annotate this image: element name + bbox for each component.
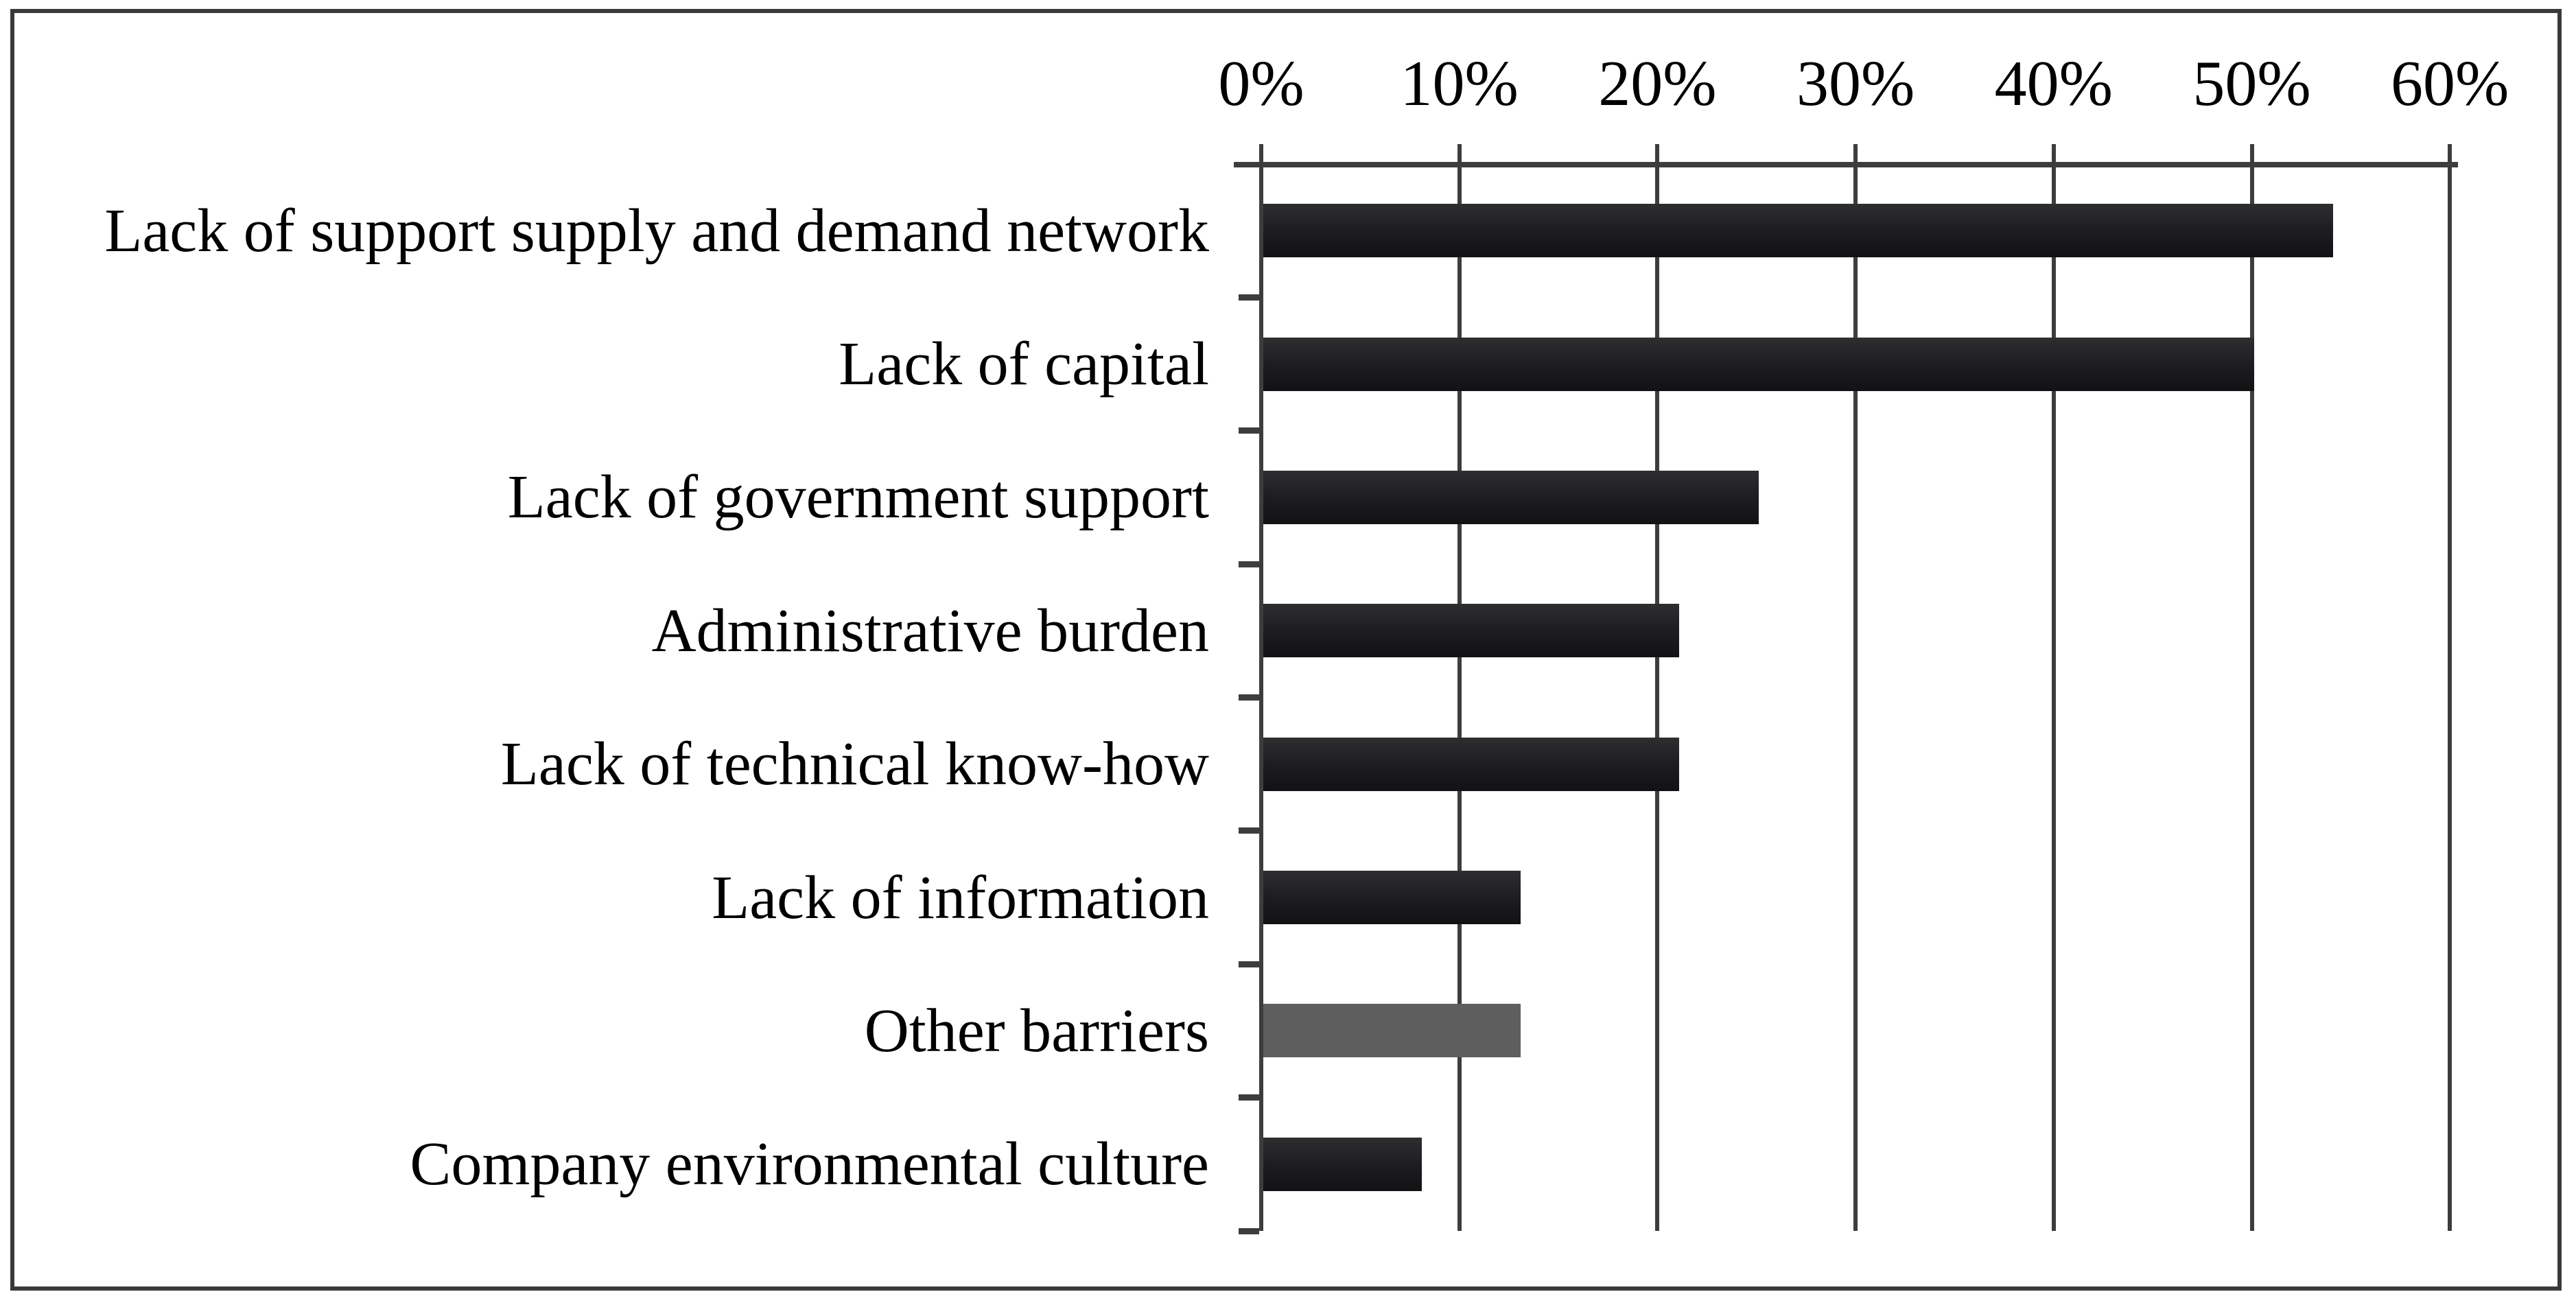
category-label-other-barriers: Other barriers: [864, 996, 1209, 1065]
x-axis-line: [1234, 162, 2459, 167]
bar-lack-of-government-support: [1263, 470, 1759, 524]
gridline-30pct: [1853, 162, 1858, 1231]
gridline-10pct: [1457, 162, 1462, 1231]
category-label-lack-of-government-support: Lack of government support: [507, 463, 1209, 532]
bar-lack-of-support-supply-and-demand-network: [1263, 204, 2333, 258]
category-label-company-environmental-culture: Company environmental culture: [410, 1130, 1209, 1199]
x-axis-tick-label: 40%: [1994, 48, 2113, 119]
x-axis-tick-label: 60%: [2391, 48, 2509, 119]
category-label-lack-of-capital: Lack of capital: [839, 330, 1209, 399]
y-axis-line: [1259, 162, 1263, 1231]
y-axis-tick-mark: [1239, 1094, 1259, 1101]
x-axis-tick-mark: [1457, 144, 1462, 162]
bar-company-environmental-culture: [1263, 1137, 1422, 1191]
x-axis-tick-mark: [1853, 144, 1858, 162]
gridline-40pct: [2051, 162, 2056, 1231]
x-axis-tick-mark: [1259, 144, 1263, 162]
x-axis-tick-mark: [2448, 144, 2452, 162]
y-axis-tick-mark: [1239, 694, 1259, 701]
x-axis-tick-label: 0%: [1218, 48, 1304, 119]
gridline-50pct: [2249, 162, 2254, 1231]
x-axis-tick-label: 50%: [2192, 48, 2311, 119]
category-label-administrative-burden: Administrative burden: [651, 596, 1209, 665]
gridline-20pct: [1655, 162, 1660, 1231]
y-axis-tick-mark: [1239, 294, 1259, 301]
y-axis-tick-mark: [1239, 827, 1259, 834]
x-axis-tick-label: 30%: [1796, 48, 1915, 119]
figure-border-frame: [10, 9, 2562, 1291]
x-axis-tick-label: 20%: [1598, 48, 1717, 119]
y-axis-tick-mark: [1239, 961, 1259, 967]
x-axis-tick-mark: [2249, 144, 2254, 162]
x-axis-tick-mark: [2051, 144, 2056, 162]
x-axis-tick-mark: [1655, 144, 1660, 162]
bar-administrative-burden: [1263, 604, 1680, 658]
gridline-60pct: [2448, 162, 2452, 1231]
category-label-lack-of-support-supply-and-demand-network: Lack of support supply and demand networ…: [104, 196, 1209, 265]
bar-lack-of-technical-know-how: [1263, 737, 1680, 791]
bar-lack-of-information: [1263, 871, 1521, 925]
y-axis-tick-mark: [1239, 427, 1259, 434]
category-label-lack-of-information: Lack of information: [712, 863, 1209, 932]
bar-other-barriers: [1263, 1004, 1521, 1058]
y-axis-tick-mark: [1239, 561, 1259, 567]
bar-lack-of-capital: [1263, 337, 2254, 391]
x-axis-tick-label: 10%: [1400, 48, 1519, 119]
category-label-lack-of-technical-know-how: Lack of technical know-how: [500, 730, 1209, 799]
y-axis-tick-mark: [1239, 1227, 1259, 1234]
